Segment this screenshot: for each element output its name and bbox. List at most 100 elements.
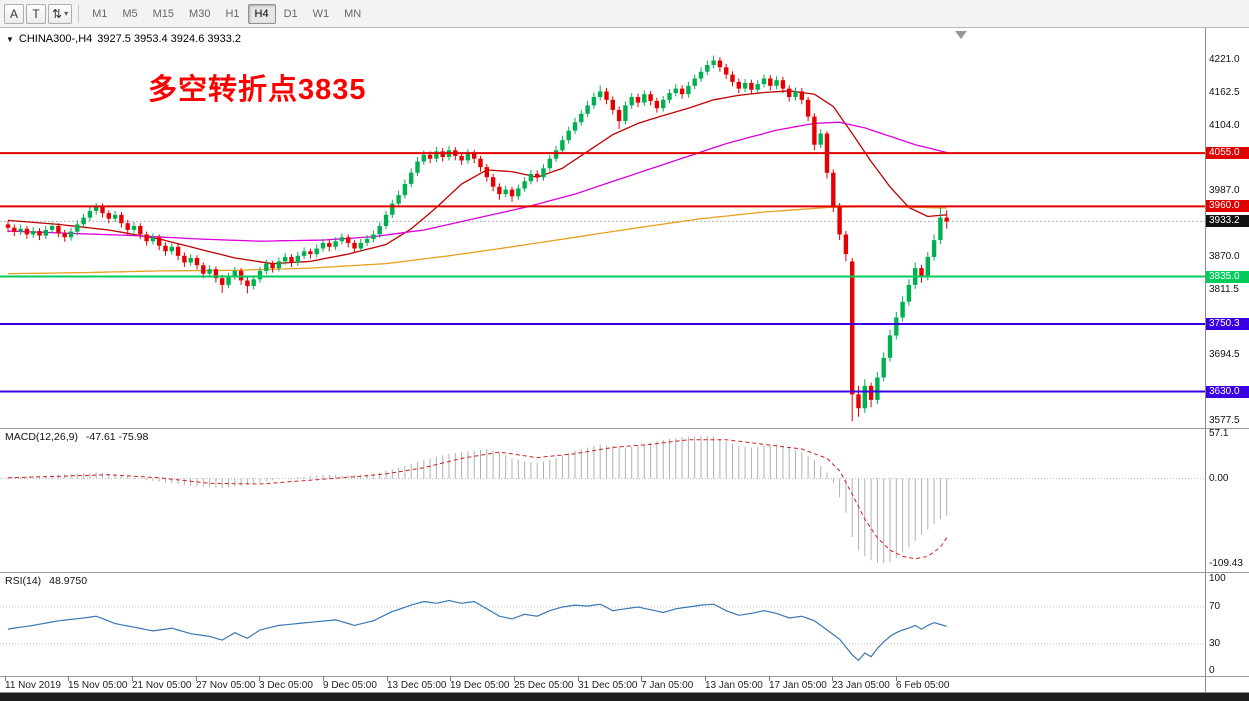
candle-body [503,189,508,195]
candle-body [736,81,741,89]
timeframe-button-h4[interactable]: H4 [247,3,276,24]
candle-body [516,188,521,197]
candle-body [169,246,174,252]
candle-body [944,217,949,222]
chart-menu-icon[interactable]: ▼ [6,34,14,44]
candle-body [346,237,351,243]
chart-annotation-text: 多空转折点3835 [148,74,367,106]
rsi-axis-tick: 30 [1209,637,1221,649]
candle-body [673,88,678,94]
toolbar-separator [78,4,80,23]
candle-body [75,224,80,232]
macd-axis-tick: 0.00 [1209,472,1229,484]
candle-body [396,195,401,204]
timeframe-button-m15[interactable]: M15 [152,7,175,20]
candles-layer [5,55,949,422]
candle-body [856,394,861,409]
timeframe-button-w1[interactable]: W1 [312,7,330,20]
price-level-badge: 4055.0 [1206,147,1249,160]
candle-body [629,97,634,106]
time-axis-label: 27 Nov 05:00 [196,680,256,691]
candle-body [818,133,823,145]
candle-body [24,228,30,235]
timeframe-button-mn[interactable]: MN [344,7,362,20]
candle-body [679,88,685,95]
price-axis-tick: 3811.5 [1209,283,1239,295]
candle-body [289,256,294,263]
time-axis-label: 15 Nov 05:00 [68,680,128,691]
macd-layer [0,435,1205,564]
timeframe-button-m1[interactable]: M1 [92,7,108,20]
candle-body [585,105,590,114]
candle-body [459,155,464,161]
chart-shift-marker-icon[interactable] [955,31,967,39]
candle-body [837,206,842,235]
candle-body [371,234,376,239]
candle-body [333,241,338,247]
scale-tool-button[interactable]: ⇅ ▾ [48,3,73,24]
rsi-axis-tick: 70 [1209,600,1221,612]
time-axis-label: 31 Dec 05:00 [578,680,638,691]
candle-body [843,234,849,255]
candle-body [245,280,250,287]
candle-body [812,116,817,145]
candle-body [900,301,905,318]
window-bottom-border [0,692,1249,701]
candle-body [465,153,471,161]
time-axis-label: 7 Jan 05:00 [641,680,694,691]
candle-body [383,214,389,226]
candle-body [364,238,370,243]
candle-body [535,173,540,178]
candle-body [106,213,111,219]
timeframe-button-h1[interactable]: H1 [225,7,240,20]
candle-body [308,251,313,255]
macd-axis-tick: -109.43 [1209,557,1243,569]
candle-body [194,258,200,266]
candle-body [642,94,647,103]
candle-body [881,357,886,378]
timeframe-button-d1[interactable]: D1 [283,7,298,20]
price-axis-tick: 3577.5 [1209,414,1240,426]
time-axis-label: 19 Dec 05:00 [450,680,510,691]
candle-body [131,226,137,230]
candle-body [906,284,912,302]
rsi-name: RSI(14) [5,575,42,587]
time-axis-label: 23 Jan 05:00 [832,680,890,691]
candle-body [440,151,445,157]
rsi-indicator-label: RSI(14) 48.9750 [5,575,87,587]
candle-body [150,237,156,242]
price-axis-tick: 3987.0 [1209,185,1240,197]
timeframe-button-m30[interactable]: M30 [189,7,211,20]
candle-body [220,278,225,285]
text-tool-button[interactable]: T [26,3,46,24]
candle-body [201,265,206,274]
candle-body [698,71,704,79]
candle-body [692,78,697,86]
dropdown-caret-icon: ▾ [64,9,69,18]
timeframe-button-m5[interactable]: M5 [122,7,138,20]
candle-body [434,151,439,159]
candle-body [616,109,622,122]
candle-body [478,158,483,168]
arrow-tool-button[interactable]: A [4,3,24,24]
candle-body [270,263,275,269]
moving-averages-layer [7,90,947,275]
current-price-badge: 3933.2 [1206,215,1249,228]
candle-body [100,206,105,214]
candle-body [119,214,124,224]
candle-body [352,242,357,249]
candle-body [635,97,641,103]
timeframe-button-group: M1 M5 M15 M30 H1 H4 D1 W1 MN [85,3,369,24]
candle-body [566,130,571,141]
candle-body [648,94,653,101]
candle-body [787,88,792,97]
candle-body [415,161,420,173]
candle-body [421,154,426,162]
candle-body [547,158,552,169]
macd-values: -47.61 -75.98 [85,431,149,443]
candle-body [188,258,193,263]
candle-body [49,226,55,230]
candle-body [749,83,754,90]
